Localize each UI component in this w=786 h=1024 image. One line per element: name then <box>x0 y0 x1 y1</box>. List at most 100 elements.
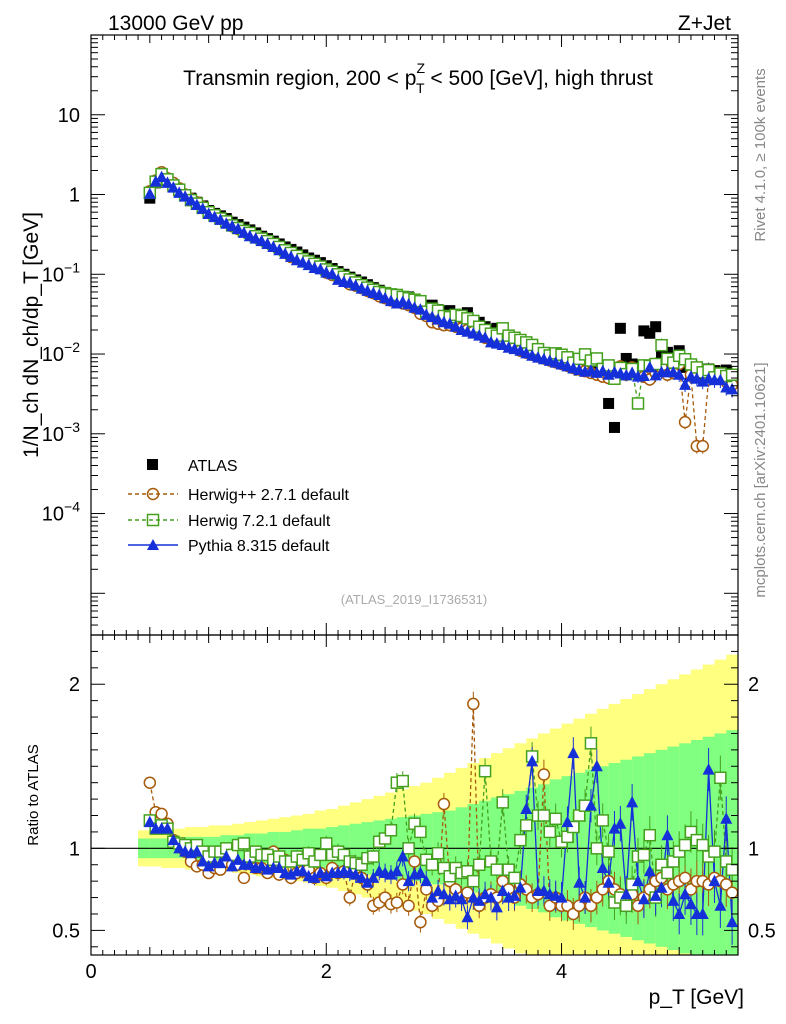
ratio-point-herwigpp <box>567 907 580 921</box>
ratio-point-herwig7 <box>714 771 727 785</box>
main-line-pythia <box>149 176 733 391</box>
ratio-point-pythia <box>490 900 503 913</box>
main-point-atlas <box>603 397 615 409</box>
ratio-point-pythia <box>314 866 327 878</box>
main-point-pythia <box>714 373 727 386</box>
ratio-point-herwig7 <box>549 812 562 826</box>
ratio-point-pythia <box>614 817 627 829</box>
ratio-point-herwig7 <box>643 828 657 842</box>
main-point-pythia <box>373 288 386 300</box>
stat-uncertainty-band <box>726 730 739 955</box>
main-point-herwig7 <box>631 397 645 410</box>
ratio-point-pythia <box>608 822 621 834</box>
main-point-atlas <box>650 321 662 333</box>
ratio-point-pythia <box>661 828 674 841</box>
ratio-point-pythia <box>220 850 233 862</box>
ratio-point-herwigpp <box>537 768 551 781</box>
ratio-point-herwigpp <box>343 891 357 904</box>
ratio-point-herwig7 <box>678 838 692 852</box>
main-point-herwigpp <box>696 439 709 453</box>
tick-exponent: −4 <box>64 499 80 515</box>
title-superscript: Z <box>416 60 425 76</box>
x-tick-label: 4 <box>556 961 567 983</box>
ratio-point-herwig7 <box>537 809 551 822</box>
ratio-point-pythia <box>437 887 450 900</box>
main-point-pythia <box>232 222 245 234</box>
main-point-pythia <box>273 243 286 256</box>
ratio-point-pythia <box>214 856 227 869</box>
ratio-point-pythia <box>455 892 468 905</box>
ratio-point-pythia <box>567 746 580 759</box>
ratio-point-pythia <box>555 891 568 903</box>
y-label-text: 1/N_ch dN_ch/dp_T [GeV] <box>20 212 43 458</box>
ratio-point-pythia <box>496 884 509 896</box>
ratio-point-herwigpp <box>390 896 404 909</box>
ratio-point-herwig7 <box>584 737 598 750</box>
ratio-point-pythia <box>726 915 739 928</box>
analysis-id-label: (ATLAS_2019_I1736531) <box>341 592 487 607</box>
ratio-point-herwig7 <box>637 848 651 862</box>
ratio-point-pythia <box>349 868 362 880</box>
main-point-pythia <box>402 297 415 310</box>
main-point-atlas <box>608 421 620 433</box>
ratio-point-pythia <box>255 859 268 872</box>
main-point-pythia <box>143 187 156 199</box>
ratio-point-pythia <box>602 876 615 888</box>
ratio-point-herwigpp <box>561 899 574 913</box>
ratio-point-herwigpp <box>719 878 733 891</box>
stat-uncertainty-band <box>714 733 727 955</box>
main-point-pythia <box>626 366 639 378</box>
ratio-point-herwig7 <box>431 847 445 860</box>
main-point-pythia <box>414 303 427 315</box>
ratio-point-pythia <box>479 887 492 900</box>
ratio-y-tick-label-right: 1 <box>748 838 759 860</box>
main-point-atlas <box>661 346 673 358</box>
main-point-pythia <box>643 360 656 373</box>
ratio-point-herwig7 <box>478 764 492 778</box>
main-point-pythia <box>196 202 209 214</box>
ratio-point-pythia <box>632 874 645 887</box>
x-tick-label: 0 <box>85 961 96 983</box>
ratio-point-herwig7 <box>384 824 398 837</box>
ratio-point-herwig7 <box>725 863 739 876</box>
main-point-pythia <box>167 181 180 193</box>
ratio-point-herwig7 <box>602 845 615 858</box>
ratio-point-herwig7 <box>596 814 609 827</box>
ratio-point-pythia <box>243 858 256 870</box>
ratio-point-pythia <box>232 853 245 865</box>
ratio-point-pythia <box>620 887 633 900</box>
main-point-pythia <box>179 190 192 202</box>
ratio-y-tick-label-right: 0.5 <box>748 920 776 942</box>
title-tail: < 500 [GeV], high thrust <box>425 67 653 90</box>
ratio-point-pythia <box>161 822 174 834</box>
main-point-pythia <box>184 194 197 206</box>
ratio-point-herwig7 <box>402 842 415 855</box>
ratio-point-herwig7 <box>619 899 633 913</box>
ratio-point-herwig7 <box>472 858 486 871</box>
ratio-point-herwig7 <box>425 858 439 871</box>
ratio-point-pythia <box>396 850 409 862</box>
main-y-tick-label: 10−3 <box>42 419 80 446</box>
ratio-line-herwig7 <box>149 743 733 908</box>
ratio-point-pythia <box>590 759 603 772</box>
ratio-point-pythia <box>520 802 533 814</box>
ratio-point-pythia <box>273 861 286 874</box>
ratio-point-pythia <box>679 887 692 900</box>
ratio-point-pythia <box>284 868 297 880</box>
ratio-point-pythia <box>190 845 203 857</box>
ratio-point-pythia <box>390 864 403 877</box>
main-point-pythia <box>237 226 250 238</box>
ratio-point-pythia <box>537 884 550 896</box>
ratio-point-pythia <box>355 871 368 883</box>
ratio-point-herwig7 <box>414 825 427 839</box>
tick-base: 10 <box>42 344 64 366</box>
main-y-tick-label: 1 <box>69 185 80 207</box>
main-y-tick-label: 10−2 <box>42 339 80 366</box>
main-point-pythia <box>726 382 739 395</box>
legend-marker-atlas <box>147 459 158 470</box>
plot-title: Transmin region, 200 < pZ T < 500 [GeV], … <box>183 60 653 96</box>
tick-base: 10 <box>42 264 64 286</box>
legend-marker-herwig7 <box>146 513 160 527</box>
